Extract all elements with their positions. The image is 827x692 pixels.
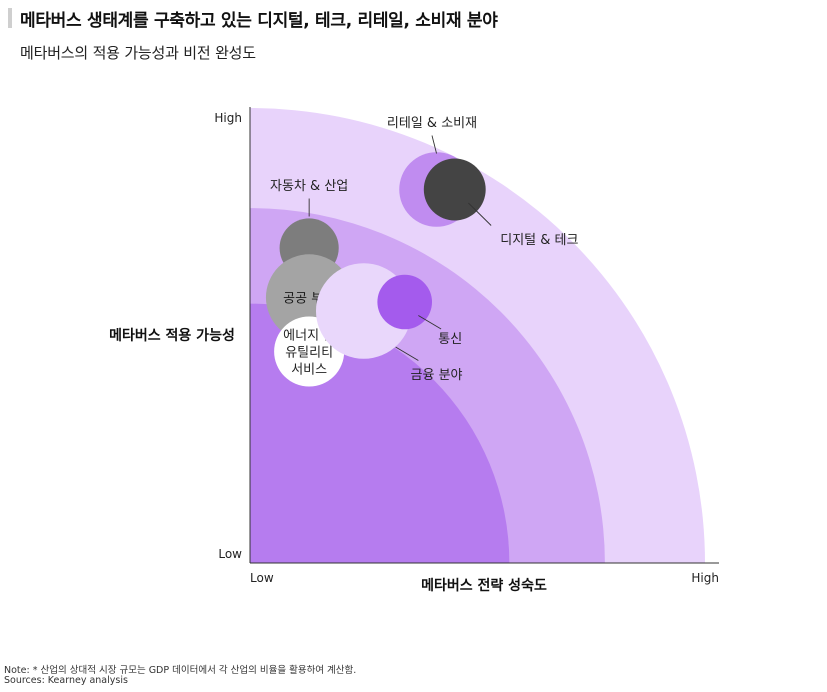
annotation-label-4: 통신 xyxy=(438,332,462,347)
x-tick-low: Low xyxy=(250,571,274,585)
bubble-label-5-line-2: 유틸리티 xyxy=(285,346,333,361)
annotation-label-5: 금융 분야 xyxy=(411,368,463,383)
footer-sources: Sources: Kearney analysis xyxy=(4,675,128,686)
bubble-7 xyxy=(377,274,433,330)
annotation-label-1: 리테일 & 소비재 xyxy=(387,116,477,131)
title-accent-bar xyxy=(8,8,12,28)
x-axis-title: 메타버스 전략 성숙도 xyxy=(421,577,547,594)
y-tick-high: High xyxy=(214,111,242,125)
chart-subtitle: 메타버스의 적용 가능성과 비전 완성도 xyxy=(20,44,256,62)
y-tick-low: Low xyxy=(218,547,242,561)
annotation-label-3: 자동차 & 산업 xyxy=(270,179,348,194)
footer-note: Note: * 산업의 상대적 시장 규모는 GDP 데이터에서 각 산업의 비… xyxy=(4,665,357,676)
annotation-leader-4 xyxy=(418,315,442,330)
chart-title: 메타버스 생태계를 구축하고 있는 디지털, 테크, 리테일, 소비재 분야 xyxy=(20,11,498,31)
annotation-leader-1 xyxy=(431,135,437,154)
x-tick-high: High xyxy=(691,571,719,585)
annotation-leader-2 xyxy=(468,202,492,226)
annotation-leader-5 xyxy=(395,346,419,361)
bubble-label-5-line-3: 서비스 xyxy=(291,363,327,378)
y-axis-title: 메타버스 적용 가능성 xyxy=(109,327,235,344)
annotation-label-2: 디지털 & 테크 xyxy=(500,233,578,248)
